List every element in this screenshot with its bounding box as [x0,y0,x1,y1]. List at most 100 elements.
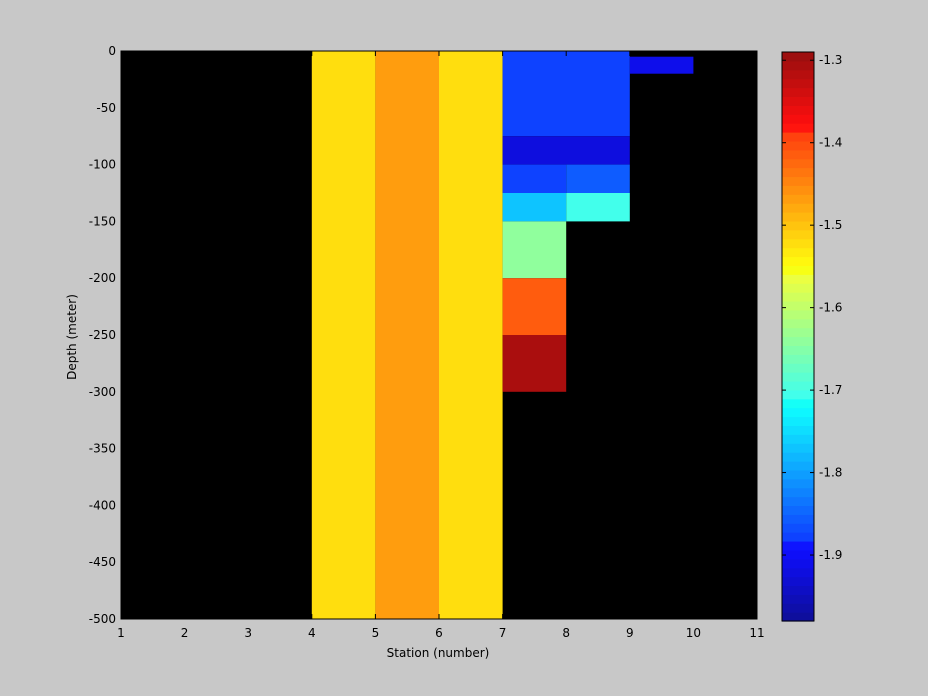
y-tick-label: -350 [89,442,116,456]
x-tick-label: 5 [372,626,380,640]
heatmap-cell [629,56,694,74]
y-tick-label: -500 [89,612,116,626]
heatmap-cell [311,51,376,619]
colorbar-band [782,185,814,195]
colorbar-band [782,114,814,124]
colorbar-tick-label: -1.6 [819,301,842,315]
colorbar-band [782,407,814,418]
colorbar-band [782,398,814,409]
y-axis: 0 -50 -100 -150 -200 -250 -300 -350 -400 -450 -500 [89,44,757,626]
x-tick-label: 7 [499,626,507,640]
y-tick-label: -200 [89,271,116,285]
colorbar-tick-label: -1.3 [819,53,842,67]
colorbar-band [782,309,814,320]
colorbar-band [782,194,814,204]
heatmap-cell [502,278,567,335]
colorbar-band [782,416,814,427]
heatmap-cell [439,51,503,619]
colorbar-band [782,327,814,338]
colorbar-band [782,52,814,62]
heatmap-cell [502,136,630,165]
heatmap-cell [566,164,630,193]
colorbar-band [782,558,814,569]
x-tick-label: 11 [749,626,764,640]
colorbar-band [782,212,814,222]
colorbar-tick-label: -1.7 [819,383,842,397]
colorbar-band [782,425,814,435]
colorbar-band [782,203,814,213]
colorbar-band [782,60,814,71]
colorbar-band [782,318,814,329]
colorbar-tick-label: -1.9 [819,548,842,562]
colorbar-band [782,576,814,587]
x-tick-label: 10 [686,626,701,640]
colorbar-band [782,540,814,551]
colorbar-band [782,140,814,151]
x-axis: 1 2 3 4 5 6 7 8 9 10 11 [117,51,765,640]
colorbar-band [782,123,814,133]
colorbar-band [782,585,814,595]
colorbar-band [782,532,814,542]
colorbar-band [782,149,814,160]
y-tick-label: -400 [89,498,116,512]
heatmap-cell [566,193,630,222]
colorbar-band [782,505,814,515]
colorbar-band [782,372,814,382]
heatmap-cell [502,335,567,392]
colorbar-band [782,265,814,275]
colorbar-band [782,594,814,604]
colorbar-band [782,603,814,613]
y-axis-label: Depth (meter) [65,294,79,380]
x-tick-label: 6 [435,626,443,640]
x-tick-label: 1 [117,626,125,640]
colorbar [782,52,814,622]
colorbar-band [782,612,814,622]
colorbar-band [782,247,814,258]
colorbar-tick-label: -1.5 [819,218,842,232]
colorbar-band [782,460,814,471]
colorbar-tick-label: -1.8 [819,466,842,480]
colorbar-band [782,363,814,373]
colorbar-band [782,354,814,364]
colorbar-band [782,523,814,533]
x-tick-label: 4 [308,626,316,640]
colorbar-frame [781,51,815,622]
x-tick-label: 8 [562,626,570,640]
y-tick-label: -150 [89,214,116,228]
colorbar-band [782,229,814,240]
colorbar-band [782,496,814,507]
colorbar-band [782,69,814,80]
colorbar-band [782,549,814,560]
colorbar-band [782,167,814,178]
heatmap-cell [502,193,567,222]
colorbar-band [782,514,814,524]
colorbar-band [782,78,814,89]
colorbar-band [782,336,814,346]
colorbar-band [782,96,814,106]
colorbar-band [782,176,814,186]
colorbar-band [782,300,814,311]
colorbar-tick-label: -1.4 [819,136,842,150]
y-tick-label: -300 [89,385,116,399]
heatmap-cell [502,51,630,137]
heatmap-cell [502,221,567,279]
colorbar-ticks: -1.3 -1.4 -1.5 -1.6 -1.7 -1.8 -1.9 [782,53,842,562]
colorbar-band [782,292,814,302]
colorbar-band [782,256,814,266]
colorbar-band [782,274,814,284]
heatmap-cell [375,51,439,619]
x-tick-label: 9 [626,626,634,640]
colorbar-band [782,220,814,231]
colorbar-band [782,283,814,293]
colorbar-band [782,380,814,391]
x-axis-label: Station (number) [387,646,490,660]
colorbar-band [782,345,814,355]
colorbar-band [782,158,814,169]
colorbar-band [782,567,814,578]
colorbar-band [782,87,814,98]
colorbar-band [782,469,814,480]
colorbar-band [782,452,814,462]
heatmap-cell [502,164,567,193]
x-tick-label: 2 [181,626,189,640]
